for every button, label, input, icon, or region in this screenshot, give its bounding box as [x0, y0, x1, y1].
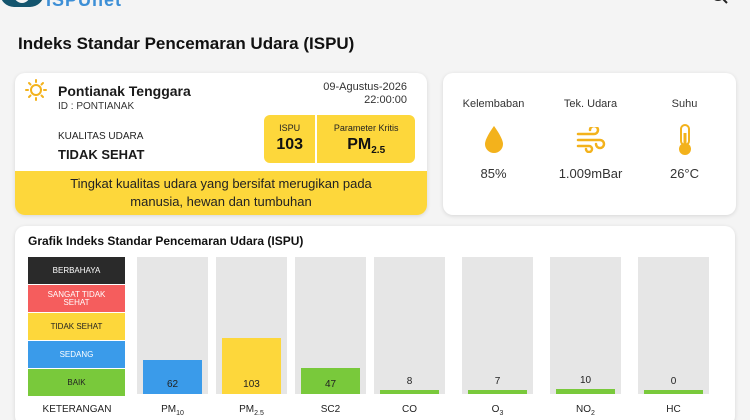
pollutant-value-label: 7 [494, 376, 501, 387]
pollutant-column: 10 [550, 257, 621, 394]
thermometer-icon [669, 124, 701, 156]
humidity-value: 85% [480, 166, 507, 181]
pollutant-axis-label: NO2 [576, 404, 595, 417]
pollutant-value-label: 47 [324, 379, 337, 390]
pollutant-column: 103 [216, 257, 287, 394]
pollutant-bar [556, 389, 615, 394]
ispu-value: 103 [276, 136, 304, 153]
page-title: Indeks Standar Pencemaran Udara (ISPU) [18, 34, 355, 53]
chart-title: Grafik Indeks Standar Pencemaran Udara (… [28, 234, 304, 248]
pollutant-axis-label: PM10 [161, 404, 184, 417]
pollutant-value-label: 62 [166, 379, 179, 390]
station-date: 09-Agustus-2026 [323, 81, 407, 93]
logo-mark [0, 0, 44, 7]
pollutant-bar [644, 390, 703, 394]
quality-value: TIDAK SEHAT [58, 147, 145, 162]
pollutant-bar [468, 390, 527, 394]
ispu-box: ISPU 103 Parameter Kritis PM2.5 [264, 115, 415, 163]
pollutant-value-label: 8 [406, 376, 413, 387]
critical-parameter-label: Parameter Kritis [333, 123, 399, 133]
pressure-value: 1.009mBar [558, 166, 623, 181]
temperature-label: Suhu [671, 98, 698, 110]
pollutant-column: 62 [137, 257, 208, 394]
ispu-cell: ISPU 103 [264, 115, 315, 163]
weather-card: Kelembaban 85% Tek. Udara 1.009mBar Suhu… [443, 73, 736, 215]
humidity-column: Kelembaban 85% [445, 73, 542, 215]
pollutant-column: 47 [295, 257, 366, 394]
temperature-value: 26°C [669, 166, 700, 181]
pollutant-value-label: 0 [670, 376, 677, 387]
pollutant-bar [143, 360, 202, 394]
legend-item-berbahaya: BERBAHAYA [28, 257, 125, 284]
app-logo[interactable]: ISPUnet [0, 0, 122, 11]
pollutant-axis-label: PM2.5 [239, 404, 264, 417]
pollutant-axis-label: O3 [491, 404, 504, 417]
legend-item-sangat-tidak-sehat: SANGAT TIDAK SEHAT [28, 285, 125, 312]
droplet-icon [478, 124, 510, 156]
pollutant-axis-label: CO [402, 404, 417, 415]
temperature-column: Suhu 26°C [636, 73, 733, 215]
pollutant-bar [301, 368, 360, 394]
critical-parameter-cell: Parameter Kritis PM2.5 [315, 115, 415, 163]
pollutant-bar [380, 390, 439, 394]
pressure-column: Tek. Udara 1.009mBar [542, 73, 639, 215]
pollutant-axis-label: SC2 [320, 404, 341, 415]
station-card[interactable]: Pontianak Tenggara ID : PONTIANAK 09-Agu… [15, 73, 427, 215]
pollutant-column: 7 [462, 257, 533, 394]
legend-item-tidak-sehat: TIDAK SEHAT [28, 313, 125, 340]
pollutant-column: 8 [374, 257, 445, 394]
pollutant-column: 0 [638, 257, 709, 394]
pollutant-value-label: 10 [579, 375, 592, 386]
station-id: ID : PONTIANAK [58, 101, 135, 112]
pollutant-axis-label: HC [666, 404, 681, 415]
chart-legend: BERBAHAYA SANGAT TIDAK SEHAT TIDAK SEHAT… [28, 257, 125, 397]
humidity-label: Kelembaban [462, 98, 525, 110]
station-name: Pontianak Tenggara [58, 83, 191, 99]
pressure-label: Tek. Udara [563, 98, 618, 110]
ispu-chart-card: Grafik Indeks Standar Pencemaran Udara (… [15, 226, 735, 420]
quality-description: Tingkat kualitas udara yang bersifat mer… [15, 171, 427, 215]
legend-item-sedang: SEDANG [28, 341, 125, 368]
quality-label: KUALITAS UDARA [58, 131, 144, 142]
station-time: 22:00:00 [364, 94, 407, 106]
pollutant-value-label: 103 [243, 379, 260, 390]
critical-parameter-value: PM2.5 [347, 136, 386, 157]
ispu-label: ISPU [279, 123, 301, 133]
description-line-2: manusia, hewan dan tumbuhan [130, 194, 312, 209]
pollutant-bar [222, 338, 281, 394]
search-icon[interactable] [712, 0, 728, 6]
description-line-1: Tingkat kualitas udara yang bersifat mer… [70, 176, 372, 191]
legend-item-baik: BAIK [28, 369, 125, 396]
legend-title: KETERANGAN [42, 404, 112, 415]
logo-text: ISPUnet [46, 0, 122, 11]
wind-icon [575, 124, 607, 156]
sun-icon [25, 79, 47, 101]
top-bar: ISPUnet [0, 0, 750, 14]
